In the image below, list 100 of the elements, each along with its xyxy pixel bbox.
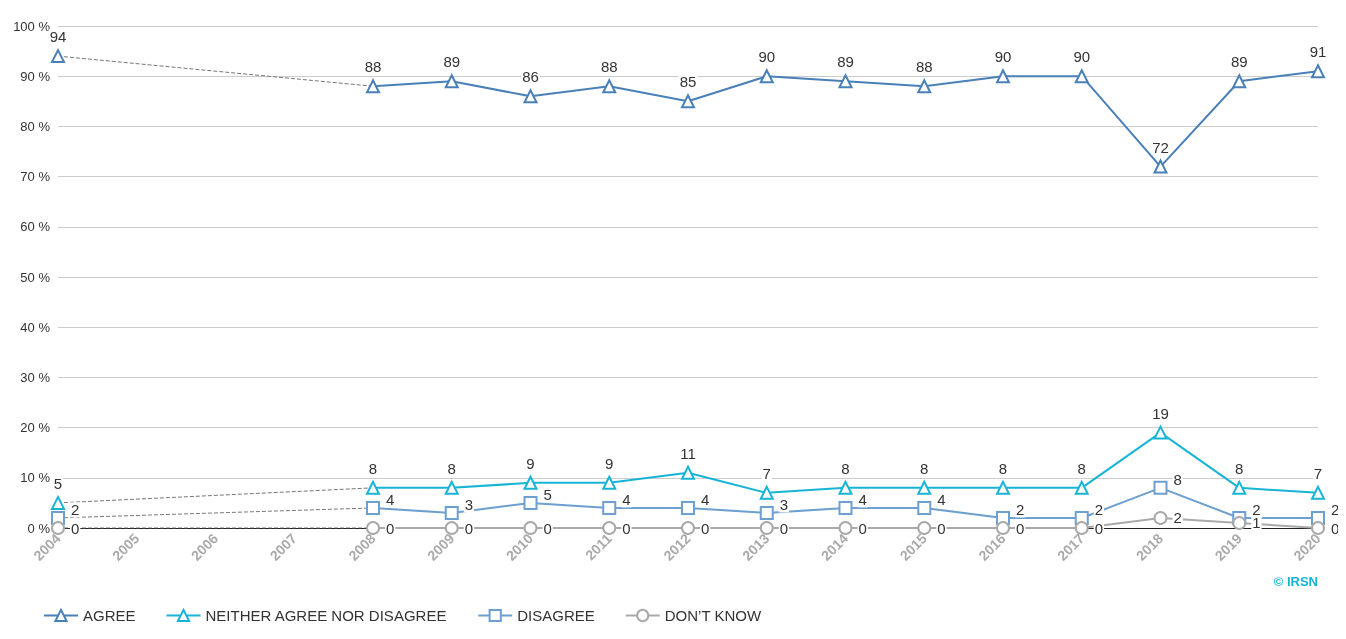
data-label: 11 bbox=[680, 444, 696, 462]
data-label: 3 bbox=[464, 496, 474, 514]
point bbox=[917, 521, 932, 535]
y-tick-label: 50 % bbox=[20, 269, 51, 285]
point bbox=[1311, 64, 1325, 79]
data-label: 0 bbox=[1016, 519, 1025, 537]
data-label: 91 bbox=[1309, 43, 1327, 61]
point bbox=[523, 89, 538, 104]
point bbox=[1074, 480, 1089, 495]
data-label: 9 bbox=[526, 454, 535, 472]
data-label: 2 bbox=[1016, 501, 1025, 519]
data-label: 0 bbox=[464, 519, 474, 537]
data-label: 2 bbox=[1173, 509, 1182, 527]
data-label: 88 bbox=[364, 58, 382, 76]
data-label: 85 bbox=[679, 73, 697, 91]
data-label: 0 bbox=[779, 519, 789, 537]
point bbox=[759, 505, 774, 520]
point bbox=[681, 94, 695, 109]
data-label: 4 bbox=[622, 491, 631, 509]
data-label: 8 bbox=[920, 459, 929, 477]
data-label: 1 bbox=[1252, 514, 1261, 532]
y-tick-label: 100 % bbox=[13, 18, 51, 34]
point bbox=[602, 500, 617, 515]
data-label: 3 bbox=[779, 496, 789, 514]
data-label: 9 bbox=[605, 454, 614, 472]
data-label: 8 bbox=[998, 459, 1008, 477]
point bbox=[1311, 485, 1325, 500]
data-label: 86 bbox=[522, 68, 539, 86]
text: © IRSN bbox=[1273, 574, 1318, 589]
point bbox=[1232, 74, 1247, 89]
data-label: 2 bbox=[1331, 501, 1340, 519]
y-tick-label: 80 % bbox=[20, 118, 51, 134]
data-label: 88 bbox=[600, 58, 618, 76]
point bbox=[759, 69, 774, 84]
data-label: 4 bbox=[701, 491, 710, 509]
y-tick-label: 70 % bbox=[20, 169, 51, 185]
data-label: 89 bbox=[837, 53, 854, 71]
data-label: 4 bbox=[858, 491, 867, 509]
data-label: 7 bbox=[1313, 464, 1323, 482]
data-label: 8 bbox=[368, 459, 378, 477]
point bbox=[838, 521, 853, 535]
data-label: 90 bbox=[994, 48, 1012, 66]
y-tick-label: 90 % bbox=[20, 68, 51, 84]
point bbox=[1074, 521, 1089, 535]
data-label: 8 bbox=[1235, 459, 1244, 477]
data-label: 0 bbox=[701, 519, 710, 537]
point bbox=[444, 505, 459, 520]
legend-label: DON’T KNOW bbox=[664, 607, 762, 624]
data-label: 4 bbox=[386, 491, 395, 509]
point bbox=[759, 485, 774, 500]
point bbox=[1311, 521, 1325, 535]
point bbox=[366, 500, 380, 515]
data-label: 7 bbox=[762, 464, 771, 482]
y-tick-label: 10 % bbox=[20, 470, 51, 486]
y-tick-label: 30 % bbox=[20, 369, 51, 385]
point bbox=[681, 465, 695, 480]
point bbox=[1232, 480, 1247, 495]
data-label: 8 bbox=[1173, 471, 1182, 489]
y-tick-label: 40 % bbox=[20, 319, 51, 335]
data-label: 0 bbox=[71, 519, 80, 537]
data-label: 8 bbox=[841, 459, 850, 477]
data-label: 0 bbox=[1094, 519, 1104, 537]
point bbox=[917, 500, 932, 515]
point bbox=[602, 79, 617, 94]
data-label: 90 bbox=[1073, 48, 1091, 66]
data-label: 8 bbox=[447, 459, 456, 477]
y-tick-label: 0 % bbox=[27, 520, 51, 536]
point bbox=[759, 521, 774, 535]
legend-label: AGREE bbox=[83, 607, 136, 624]
data-label: 0 bbox=[622, 519, 631, 537]
data-label: 94 bbox=[49, 28, 67, 46]
point bbox=[1232, 515, 1247, 530]
data-label: 90 bbox=[758, 48, 776, 66]
data-label: 88 bbox=[915, 58, 933, 76]
legend-label: NEITHER AGREE NOR DISAGREE bbox=[205, 607, 447, 624]
legend-label: DISAGREE bbox=[517, 607, 595, 624]
point bbox=[444, 521, 459, 535]
point bbox=[366, 79, 380, 94]
point bbox=[51, 521, 65, 535]
y-tick-label: 60 % bbox=[20, 219, 51, 235]
data-label: 5 bbox=[53, 474, 63, 492]
data-label: 0 bbox=[858, 519, 867, 537]
point bbox=[838, 500, 853, 515]
point bbox=[1153, 425, 1168, 440]
point bbox=[681, 521, 695, 535]
point bbox=[51, 495, 65, 510]
point bbox=[917, 79, 932, 94]
point bbox=[917, 480, 932, 495]
y-tick-label: 20 % bbox=[20, 420, 51, 436]
point bbox=[602, 521, 617, 535]
data-label: 19 bbox=[1152, 404, 1169, 422]
point bbox=[51, 49, 65, 64]
point bbox=[523, 495, 538, 510]
point bbox=[1153, 510, 1168, 525]
point bbox=[366, 480, 380, 495]
point bbox=[523, 475, 538, 490]
point bbox=[996, 480, 1010, 495]
point bbox=[1153, 159, 1168, 174]
data-label: 2 bbox=[71, 501, 80, 519]
point bbox=[838, 480, 853, 495]
